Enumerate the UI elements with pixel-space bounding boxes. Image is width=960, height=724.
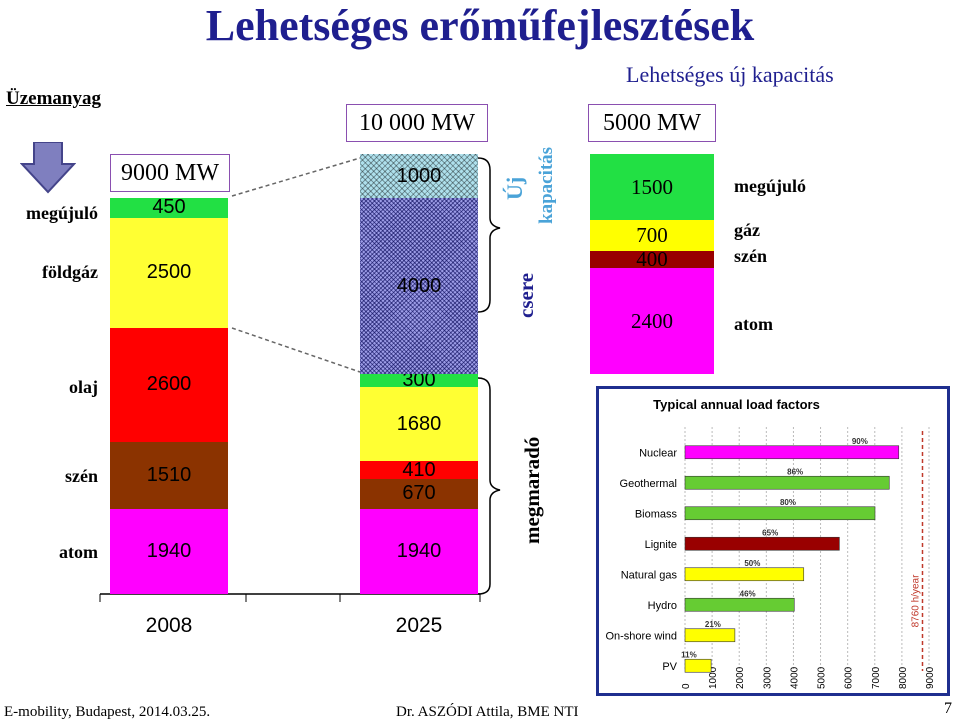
x-tick-label: 7000 [871,666,882,689]
value-label: 46% [740,589,756,598]
x-tick-label: 4000 [789,666,800,689]
category-label: PV [662,661,677,673]
x-tick-label: 9000 [925,666,936,689]
bar-2025-szen: 670 [360,479,478,509]
connector-upper [231,157,361,197]
x-tick-label: 5000 [817,666,828,689]
bar-2025-new-renewable: 1000 [360,154,478,198]
footer-page: 7 [944,700,952,717]
footer-center: Dr. ASZÓDI Attila, BME NTI [396,704,579,720]
brace-new [477,157,501,313]
bar-2025-gaz: 1680 [360,387,478,462]
label-atom: atom [59,542,98,562]
footer-left: E-mobility, Budapest, 2014.03.25. [4,704,211,720]
box-5000mw: 5000 MW [588,104,716,142]
bar [684,597,795,612]
category-label-2025: 2025 [395,614,443,637]
box-10000mw: 10 000 MW [346,104,488,142]
value-label: 90% [852,437,868,446]
bar-new-megujulo: 1500 [590,154,714,220]
load-factor-title: Typical annual load factors [653,397,820,412]
annotation-label: 8760 h/year [910,574,921,627]
bar-2025-new-gas: 4000 [360,198,478,374]
page-title: Lehetséges erőműfejlesztések [205,1,755,50]
vertical-megmarado: megmaradó [520,436,544,544]
arrow-down-icon [19,141,77,199]
value-label: 21% [705,620,721,629]
category-label: Natural gas [621,569,678,581]
right-label-gaz: gáz [734,220,760,240]
label-foldgaz: földgáz [42,262,98,282]
x-tick-label: 1000 [708,666,719,689]
value-label: 86% [787,467,803,476]
bar-2025-megujulo-remaining: 300 [360,369,478,391]
x-tick-label: 2000 [735,666,746,689]
bar-2008-megujulo: 450 [110,196,228,218]
bar [684,567,805,582]
bar [684,628,736,643]
box-9000mw: 9000 MW [110,154,230,192]
vertical-csere: csere [514,272,538,318]
bar [684,658,712,673]
value-label: 65% [762,528,778,537]
connector-lower [231,327,361,373]
label-olaj: olaj [69,377,98,397]
bar-2008-foldgaz: 2500 [110,217,228,328]
bar [684,536,840,551]
bar [684,475,890,490]
x-tick-label: 8000 [898,666,909,689]
bar-2008-szen: 1510 [110,442,228,509]
subtitle: Lehetséges új kapacitás [626,62,834,87]
right-label-megujulo: megújuló [734,176,806,196]
category-label: Lignite [645,539,677,551]
vertical-kapacitas: kapacitás [536,146,557,224]
brace-remaining [477,377,501,595]
value-label: 50% [744,559,760,568]
category-label: On-shore wind [605,630,677,642]
vertical-uj: Új [502,176,527,200]
x-tick-label: 0 [681,683,692,689]
bar [684,445,900,460]
category-label: Geothermal [620,478,677,490]
category-label: Nuclear [639,447,677,459]
bar-new-atom: 2400 [590,268,714,374]
bar-2008-olaj: 2600 [110,327,228,443]
category-label: Biomass [635,508,678,520]
value-label: 80% [780,498,796,507]
bar [684,506,876,521]
bar-2025-atom: 1940 [360,508,478,594]
bar-2025-olaj: 410 [360,459,478,481]
category-label: Hydro [648,600,677,612]
x-tick-label: 3000 [762,666,773,689]
value-label: 11% [681,650,697,659]
right-label-atom: atom [734,314,773,334]
load-factor-panel: Typical annual load factors 0 1000 2000 300… [596,386,950,696]
bar-new-szen: 400 [590,247,714,271]
bar-new-gaz: 700 [590,220,714,251]
label-megujulo: megújuló [26,203,98,223]
label-szen: szén [65,466,98,486]
bar-2008-atom: 1940 [110,508,228,594]
x-tick-label: 6000 [844,666,855,689]
right-label-szen: szén [734,246,767,266]
category-label-2008: 2008 [145,614,193,637]
load-factor-chart: 0 1000 2000 3000 4000 5000 6000 7000 8000 9000 Nuc… [605,427,936,689]
fuel-header: Üzemanyag [6,88,101,109]
